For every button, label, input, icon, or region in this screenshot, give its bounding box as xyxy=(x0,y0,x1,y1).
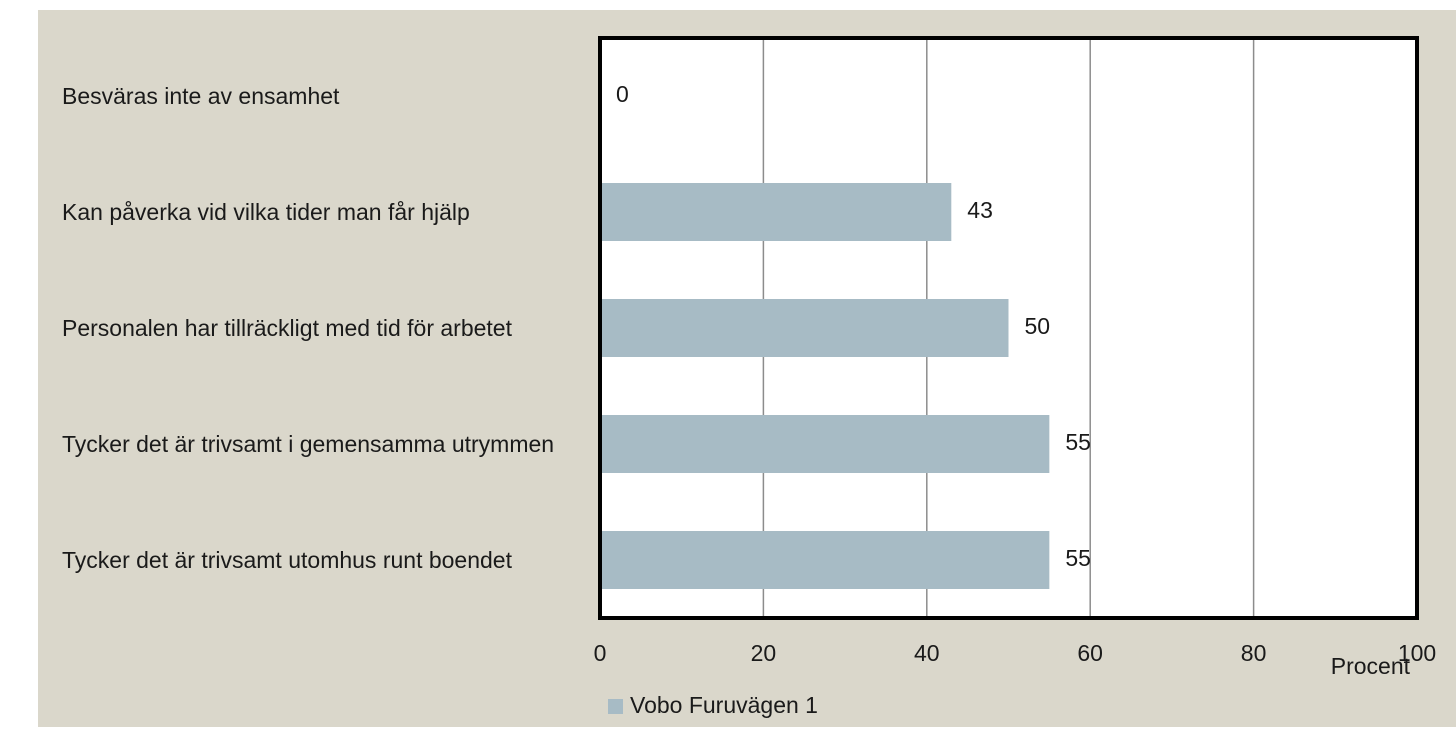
y-tick-label: Besväras inte av ensamhet xyxy=(62,83,340,109)
x-axis-label: Procent xyxy=(1331,653,1411,679)
data-label: 43 xyxy=(967,197,993,223)
bar xyxy=(600,299,1009,357)
x-tick-label: 40 xyxy=(914,640,940,666)
x-tick-label: 100 xyxy=(1398,640,1436,666)
data-label: 55 xyxy=(1065,545,1091,571)
x-tick-label: 20 xyxy=(751,640,777,666)
legend-label: Vobo Furuvägen 1 xyxy=(630,692,818,718)
data-label: 50 xyxy=(1025,313,1051,339)
y-tick-label: Tycker det är trivsamt i gemensamma utry… xyxy=(62,431,555,457)
x-tick-label: 60 xyxy=(1077,640,1103,666)
bar xyxy=(600,531,1050,589)
data-label: 55 xyxy=(1065,429,1091,455)
y-tick-label: Personalen har tillräckligt med tid för … xyxy=(62,315,512,341)
bar xyxy=(600,415,1050,473)
x-tick-label: 80 xyxy=(1241,640,1267,666)
legend-swatch xyxy=(608,699,623,714)
y-tick-label: Kan påverka vid vilka tider man får hjäl… xyxy=(62,199,470,225)
bar xyxy=(600,183,952,241)
data-label: 0 xyxy=(616,81,629,107)
plot-border xyxy=(598,36,1419,620)
x-tick-label: 0 xyxy=(594,640,607,666)
y-tick-label: Tycker det är trivsamt utomhus runt boen… xyxy=(62,547,512,573)
